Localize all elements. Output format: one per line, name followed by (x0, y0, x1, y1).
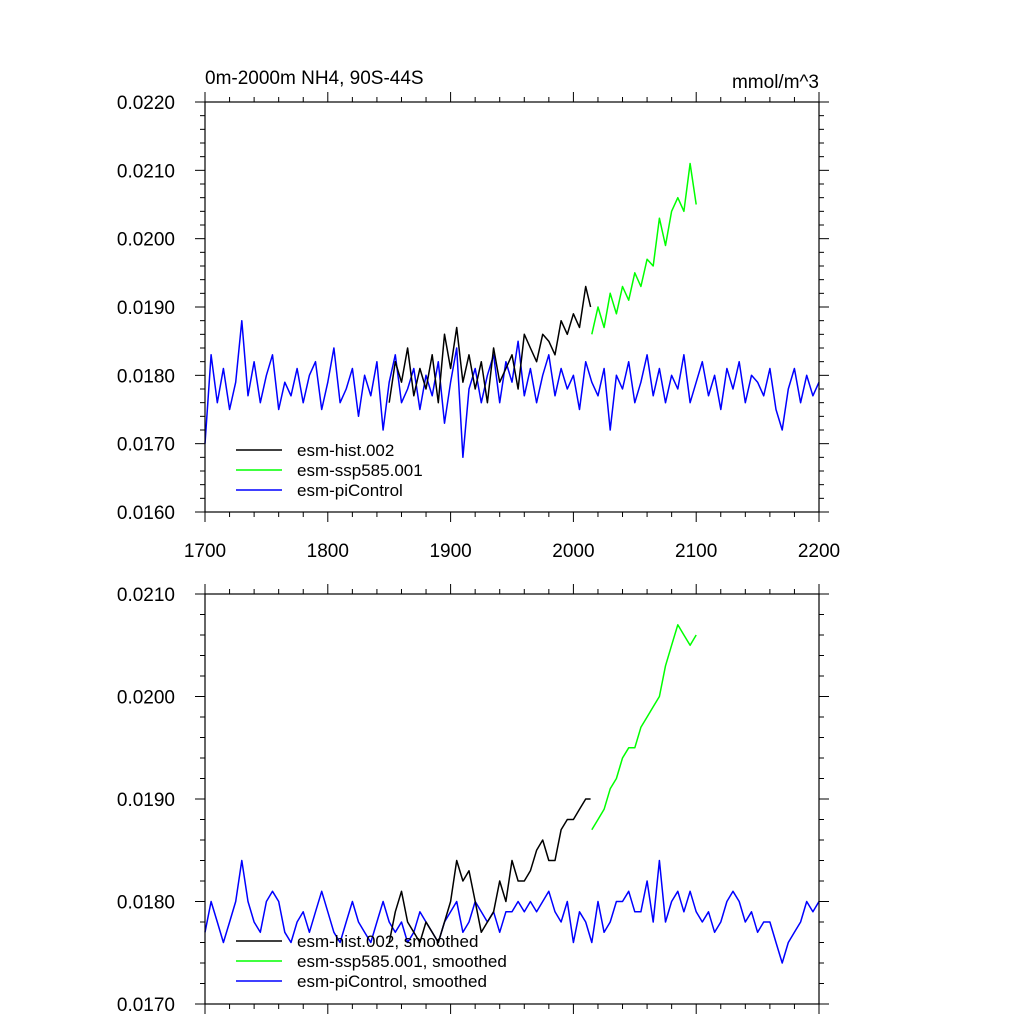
top-panel-units: mmol/m^3 (732, 72, 819, 93)
bottom-legend: esm-hist.002, smoothed esm-ssp585.001, s… (236, 932, 507, 991)
top-y-tick-label: 0.0160 (117, 503, 175, 524)
top-y-tick-label: 0.0180 (117, 366, 175, 387)
bottom-y-tick-label: 0.0170 (117, 995, 175, 1016)
top-y-tick-label: 0.0170 (117, 435, 175, 456)
x-tick-label: 1900 (429, 541, 471, 562)
bottom-y-tick-label: 0.0210 (117, 585, 175, 606)
x-tick-label: 1800 (307, 541, 349, 562)
bottom-y-tick-label: 0.0180 (117, 893, 175, 914)
top-y-tick-label: 0.0190 (117, 298, 175, 319)
top-y-tick-label: 0.0220 (117, 93, 175, 114)
top-legend-label-ssp585: esm-ssp585.001 (297, 461, 423, 480)
bottom-series-ssp585 (591, 624, 697, 831)
bottom-y-tick-label: 0.0190 (117, 790, 175, 811)
x-tick-label: 2000 (552, 541, 594, 562)
top-ticks: 0.0160 0.0170 0.0180 0.0190 0.0200 0.0210 0.02… (117, 92, 840, 562)
bottom-plot-area (204, 624, 820, 964)
top-panel-title: 0m-2000m NH4, 90S-44S (205, 68, 424, 89)
top-legend-label-picontrol: esm-piControl (297, 481, 403, 500)
x-tick-label: 2100 (675, 541, 717, 562)
bottom-legend-label-ssp585: esm-ssp585.001, smoothed (297, 952, 507, 971)
top-panel: 0m-2000m NH4, 90S-44S mmol/m^3 0.01600.0… (117, 68, 840, 562)
bottom-legend-label-hist: esm-hist.002, smoothed (297, 932, 478, 951)
top-plot-frame (204, 101, 820, 513)
bottom-series-hist (388, 798, 591, 944)
x-tick-label: 2200 (798, 541, 840, 562)
top-legend-label-hist: esm-hist.002 (297, 441, 394, 460)
top-plot-area (204, 162, 820, 459)
bottom-y-tick-label: 0.0200 (117, 688, 175, 709)
top-series-ssp585 (591, 162, 697, 335)
top-series-hist (388, 285, 592, 404)
bottom-panel: 0.0170 0.0180 0.0190 0.0200 0.0210 esm-hist.… (117, 584, 829, 1016)
top-series-picontrol (204, 319, 820, 459)
bottom-ticks: 0.0170 0.0180 0.0190 0.0200 0.0210 (117, 584, 829, 1016)
x-tick-label: 1700 (184, 541, 226, 562)
top-legend: esm-hist.002 esm-ssp585.001 esm-piContro… (236, 441, 423, 500)
top-y-tick-label: 0.0200 (117, 230, 175, 251)
bottom-series-picontrol (204, 859, 820, 964)
bottom-plot-frame (204, 593, 820, 1005)
bottom-legend-label-picontrol: esm-piControl, smoothed (297, 972, 487, 991)
top-y-tick-label: 0.0210 (117, 161, 175, 182)
